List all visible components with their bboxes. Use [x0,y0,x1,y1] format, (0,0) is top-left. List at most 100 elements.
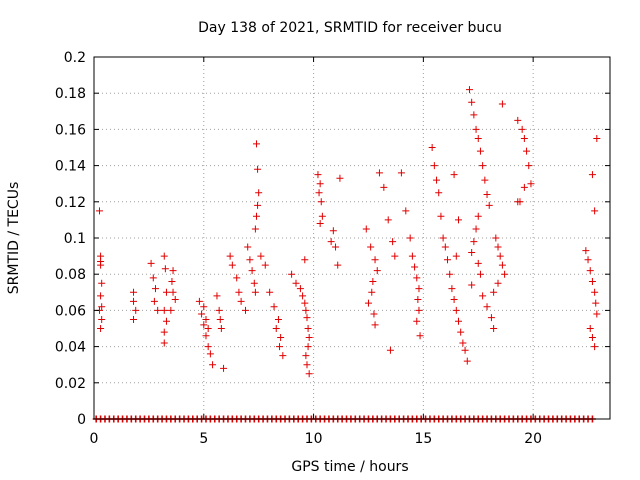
data-point [150,297,158,305]
data-point [316,180,324,188]
data-point [586,325,594,332]
data-point [217,325,225,332]
data-point [454,216,462,224]
data-point [452,306,460,314]
data-point [588,171,596,179]
data-point [305,370,313,378]
data-point [162,317,170,325]
data-point [315,189,323,197]
data-point [130,288,138,296]
data-point [463,357,471,365]
plot-frame [93,56,611,420]
data-point [384,216,392,224]
data-point [202,332,210,340]
data-point [408,252,416,260]
data-point [244,243,252,251]
data-point [444,256,452,264]
data-point [483,191,491,199]
data-point [468,248,476,256]
data-point [304,325,312,332]
data-point [149,274,157,282]
data-point [204,343,212,351]
data-point [254,201,262,209]
data-point [593,310,601,318]
data-point [494,279,502,287]
data-point [593,134,601,142]
data-point [206,350,214,358]
data-point [433,176,441,184]
data-point [454,317,462,325]
data-point [251,225,259,233]
data-point [301,299,309,307]
data-point [160,306,168,314]
data-point [479,162,487,170]
data-point [386,346,394,354]
data-point [270,303,278,311]
data-point [132,306,140,314]
data-point [303,314,311,322]
data-point [461,346,469,354]
data-point [151,285,159,293]
data-point [470,111,478,119]
data-point [468,98,476,106]
data-point [314,171,322,179]
data-point [437,212,445,220]
data-point [592,299,600,307]
data-point [523,147,531,155]
data-point [439,234,447,242]
data-point [97,292,105,300]
data-point [277,334,285,342]
data-point [465,86,473,94]
data-point [391,252,399,260]
data-point [362,225,370,233]
data-point [389,238,397,246]
data-point [520,183,528,191]
data-point [397,169,405,177]
data-point [216,315,224,323]
data-point [98,279,106,287]
grid [94,57,610,419]
data-point [302,306,310,314]
data-point [380,183,388,191]
y-tick-label: 0.18 [55,86,86,102]
data-point [468,281,476,289]
data-point [272,325,280,332]
x-tick-label: 5 [199,431,208,447]
data-point [485,201,493,209]
data-point [476,270,484,278]
x-axis-label: GPS time / hours [291,459,408,475]
data-point [494,243,502,251]
data-point [582,247,590,255]
data-point [228,261,236,269]
data-point [520,134,528,142]
y-tick-label: 0.04 [55,340,86,356]
data-point [130,297,138,305]
data-point [200,303,208,311]
data-point [483,303,491,311]
x-tick-label: 20 [524,431,542,447]
data-point [479,292,487,300]
data-point [525,162,533,170]
data-point [302,352,310,360]
data-point [250,279,258,287]
data-point [198,310,206,318]
data-point [169,288,177,296]
data-point [414,296,422,304]
x-tick-label: 15 [414,431,432,447]
data-point [95,207,103,215]
data-point [591,207,599,215]
data-point [514,198,522,206]
data-point [501,270,509,278]
data-point [318,212,326,220]
data-point [368,288,376,296]
data-point [369,277,377,285]
data-point [160,328,168,336]
data-point [450,171,458,179]
data-point [257,252,265,260]
data-point [481,176,489,184]
data-point [474,212,482,220]
y-axis-label: SRMTID / TECUs [6,182,22,295]
data-point [406,234,414,242]
data-point [474,259,482,267]
data-point [450,296,458,304]
